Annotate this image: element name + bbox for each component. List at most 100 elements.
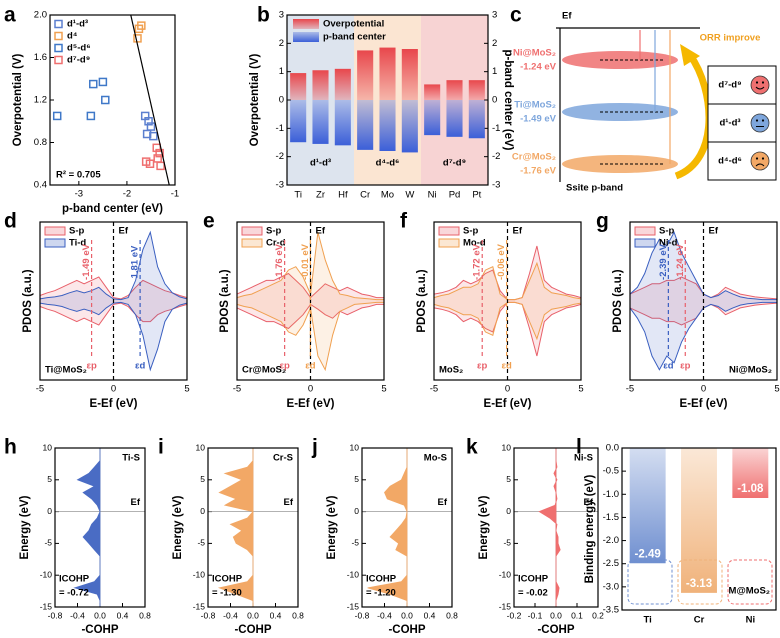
x-tick-label: 0.2 <box>592 610 604 620</box>
bond-label: Ni-S <box>574 453 593 464</box>
x-tick-label: 0 <box>701 384 706 395</box>
y-tick-label: -2 <box>276 151 284 162</box>
y-axis-label: Energy (eV) <box>326 495 338 559</box>
x-tick-label: Pt <box>472 190 481 201</box>
y2-axis-label: p-band center (eV) <box>502 50 514 151</box>
legend-swatch <box>634 238 656 248</box>
y-tick-label: -15 <box>193 601 206 611</box>
icohp-value: = -1.30 <box>212 588 242 599</box>
group-label: d⁴-d⁶ <box>376 158 400 169</box>
x-tick-label: -0.8 <box>355 610 370 620</box>
y-tick-label: 0 <box>354 506 359 516</box>
legend-label: d¹-d³ <box>67 19 88 30</box>
y-tick-label: 0.4 <box>34 180 47 191</box>
bond-label: Cr-S <box>273 453 293 464</box>
icohp-label: ICOHP <box>366 574 397 585</box>
legend-swatch <box>438 238 460 248</box>
legend-label: d⁵-d⁶ <box>67 43 91 54</box>
legend-label: S-p <box>659 226 675 237</box>
fermi-label: Ef <box>438 497 448 508</box>
band-center-label: -1.24 eV <box>675 243 686 280</box>
y-tick-label: -2.0 <box>603 535 619 546</box>
pdos-area <box>40 277 187 301</box>
legend-label: Cr-d <box>266 238 286 249</box>
item-name: Ti@MoS₂ <box>514 100 556 111</box>
x-tick-label: 0.8 <box>139 610 151 620</box>
x-tick-label: 0.8 <box>292 610 304 620</box>
legend-swatch <box>44 238 66 248</box>
legend-label: S-p <box>69 226 85 237</box>
plot-frame <box>433 221 582 381</box>
bar <box>424 84 441 100</box>
item-name: Cr@MoS₂ <box>512 152 556 163</box>
y2-tick-label: -1 <box>492 123 500 134</box>
y-axis-label: PDOS (a.u.) <box>219 269 231 332</box>
y-tick-label: -0.5 <box>603 466 619 477</box>
icohp-value: = -0.72 <box>59 588 89 599</box>
y-tick-label: 2.0 <box>34 10 47 21</box>
x-tick-label: 0.4 <box>424 610 436 620</box>
legend-label: S-p <box>266 226 282 237</box>
eye <box>755 81 759 84</box>
pdos-line <box>39 230 188 301</box>
y-tick-label: 0 <box>506 506 511 516</box>
pdos-area <box>630 301 777 325</box>
x-tick-label: Pd <box>449 190 461 201</box>
band-center-label: -1.76 eV <box>274 243 285 280</box>
x-tick-label: 0.0 <box>247 610 259 620</box>
panel-letter: f <box>400 210 408 233</box>
pdos-area <box>40 301 187 370</box>
y-tick-label: -2.5 <box>603 558 619 569</box>
y2-tick-label: 0 <box>492 95 497 106</box>
bar <box>334 68 351 100</box>
band-center-label: -1.49 eV <box>81 243 92 280</box>
y-tick-label: -1.5 <box>603 512 619 523</box>
bar <box>401 49 418 100</box>
y-tick-label: -15 <box>40 601 53 611</box>
x-tick-label: Hf <box>338 190 348 201</box>
y-axis-label: Binding energy (eV) <box>584 475 596 584</box>
system-label: Cr@MoS₂ <box>242 365 286 376</box>
legend-swatch <box>293 19 319 29</box>
x-tick-label: 0.8 <box>446 610 458 620</box>
legend-swatch <box>44 226 66 236</box>
y-tick-label: -1.0 <box>603 489 619 500</box>
bar <box>446 80 463 100</box>
mouth <box>755 163 765 167</box>
pdos-area <box>40 232 187 301</box>
x-axis-label: -COHP <box>81 624 118 636</box>
x-tick-label: 0.0 <box>401 610 413 620</box>
value-label: -2.49 <box>635 548 661 560</box>
fit-line <box>130 14 170 186</box>
legend-swatch <box>54 43 63 53</box>
panel-letter: j <box>311 436 318 459</box>
band-center-label: 1.81 eV <box>130 245 141 278</box>
pdos-area <box>434 263 581 301</box>
bar <box>446 100 463 137</box>
x-axis-label: E-Ef (eV) <box>484 398 532 410</box>
bar <box>468 80 485 100</box>
band-center-symbol: εp <box>477 361 488 372</box>
band-center-symbol: εp <box>86 361 97 372</box>
y-tick-label: -15 <box>347 601 360 611</box>
plot-frame <box>513 447 599 608</box>
y-tick-label: 10 <box>196 442 206 452</box>
eye <box>755 119 759 122</box>
bar <box>379 47 396 100</box>
fermi-label: Ef <box>584 497 594 508</box>
x-tick-label: 0 <box>505 384 510 395</box>
bar <box>401 100 418 153</box>
bar <box>357 50 374 100</box>
eye <box>761 81 765 84</box>
item-value: -1.24 eV <box>520 62 557 73</box>
y-tick-label: 2 <box>279 38 284 49</box>
x-tick-label: Cr <box>360 190 370 201</box>
point <box>101 95 110 105</box>
legend-label: S-p <box>463 226 479 237</box>
x-tick-label: -5 <box>430 384 438 395</box>
bar <box>357 100 374 150</box>
plot-frame <box>207 447 299 608</box>
x-tick-label: -0.4 <box>70 610 85 620</box>
x-tick-label: 0 <box>308 384 313 395</box>
